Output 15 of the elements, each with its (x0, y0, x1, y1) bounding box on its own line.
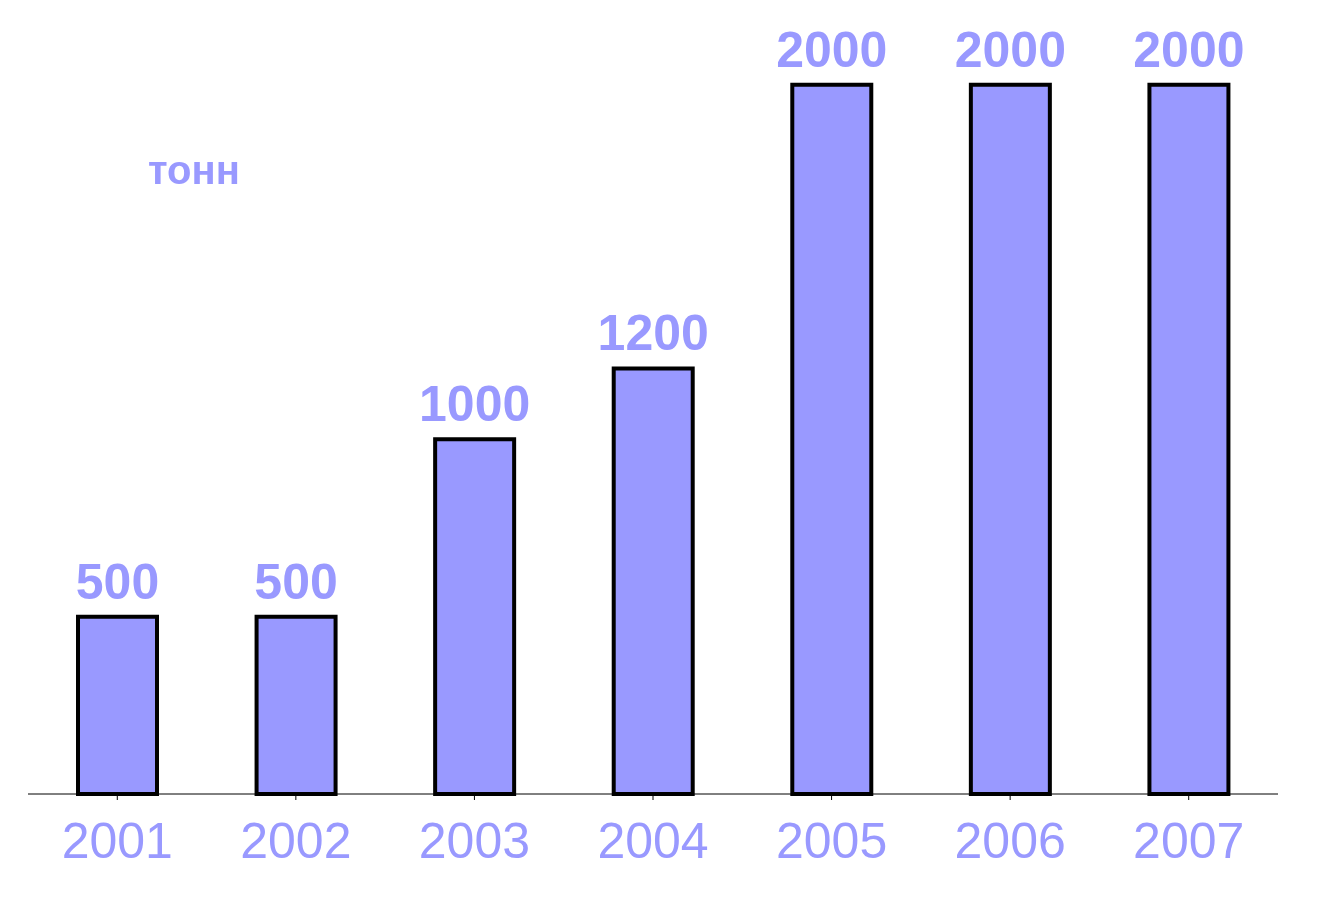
data-label: 500 (254, 553, 338, 610)
data-label: 500 (75, 553, 160, 610)
x-tick-label: 2003 (418, 812, 531, 869)
data-label: 1000 (419, 376, 531, 433)
data-label: 2000 (954, 21, 1066, 78)
x-tick-label: 2001 (61, 812, 173, 869)
data-label: 2000 (1133, 21, 1245, 78)
x-tick-label: 2004 (597, 812, 709, 869)
x-tick-label: 2002 (240, 812, 352, 869)
x-tick-label: 2005 (775, 812, 888, 869)
data-label: 1200 (597, 305, 709, 362)
x-tick-label: 2007 (1133, 812, 1245, 869)
x-tick-label: 2006 (954, 812, 1066, 869)
data-label: 2000 (776, 21, 888, 78)
y-axis-title: тонн (148, 148, 240, 193)
